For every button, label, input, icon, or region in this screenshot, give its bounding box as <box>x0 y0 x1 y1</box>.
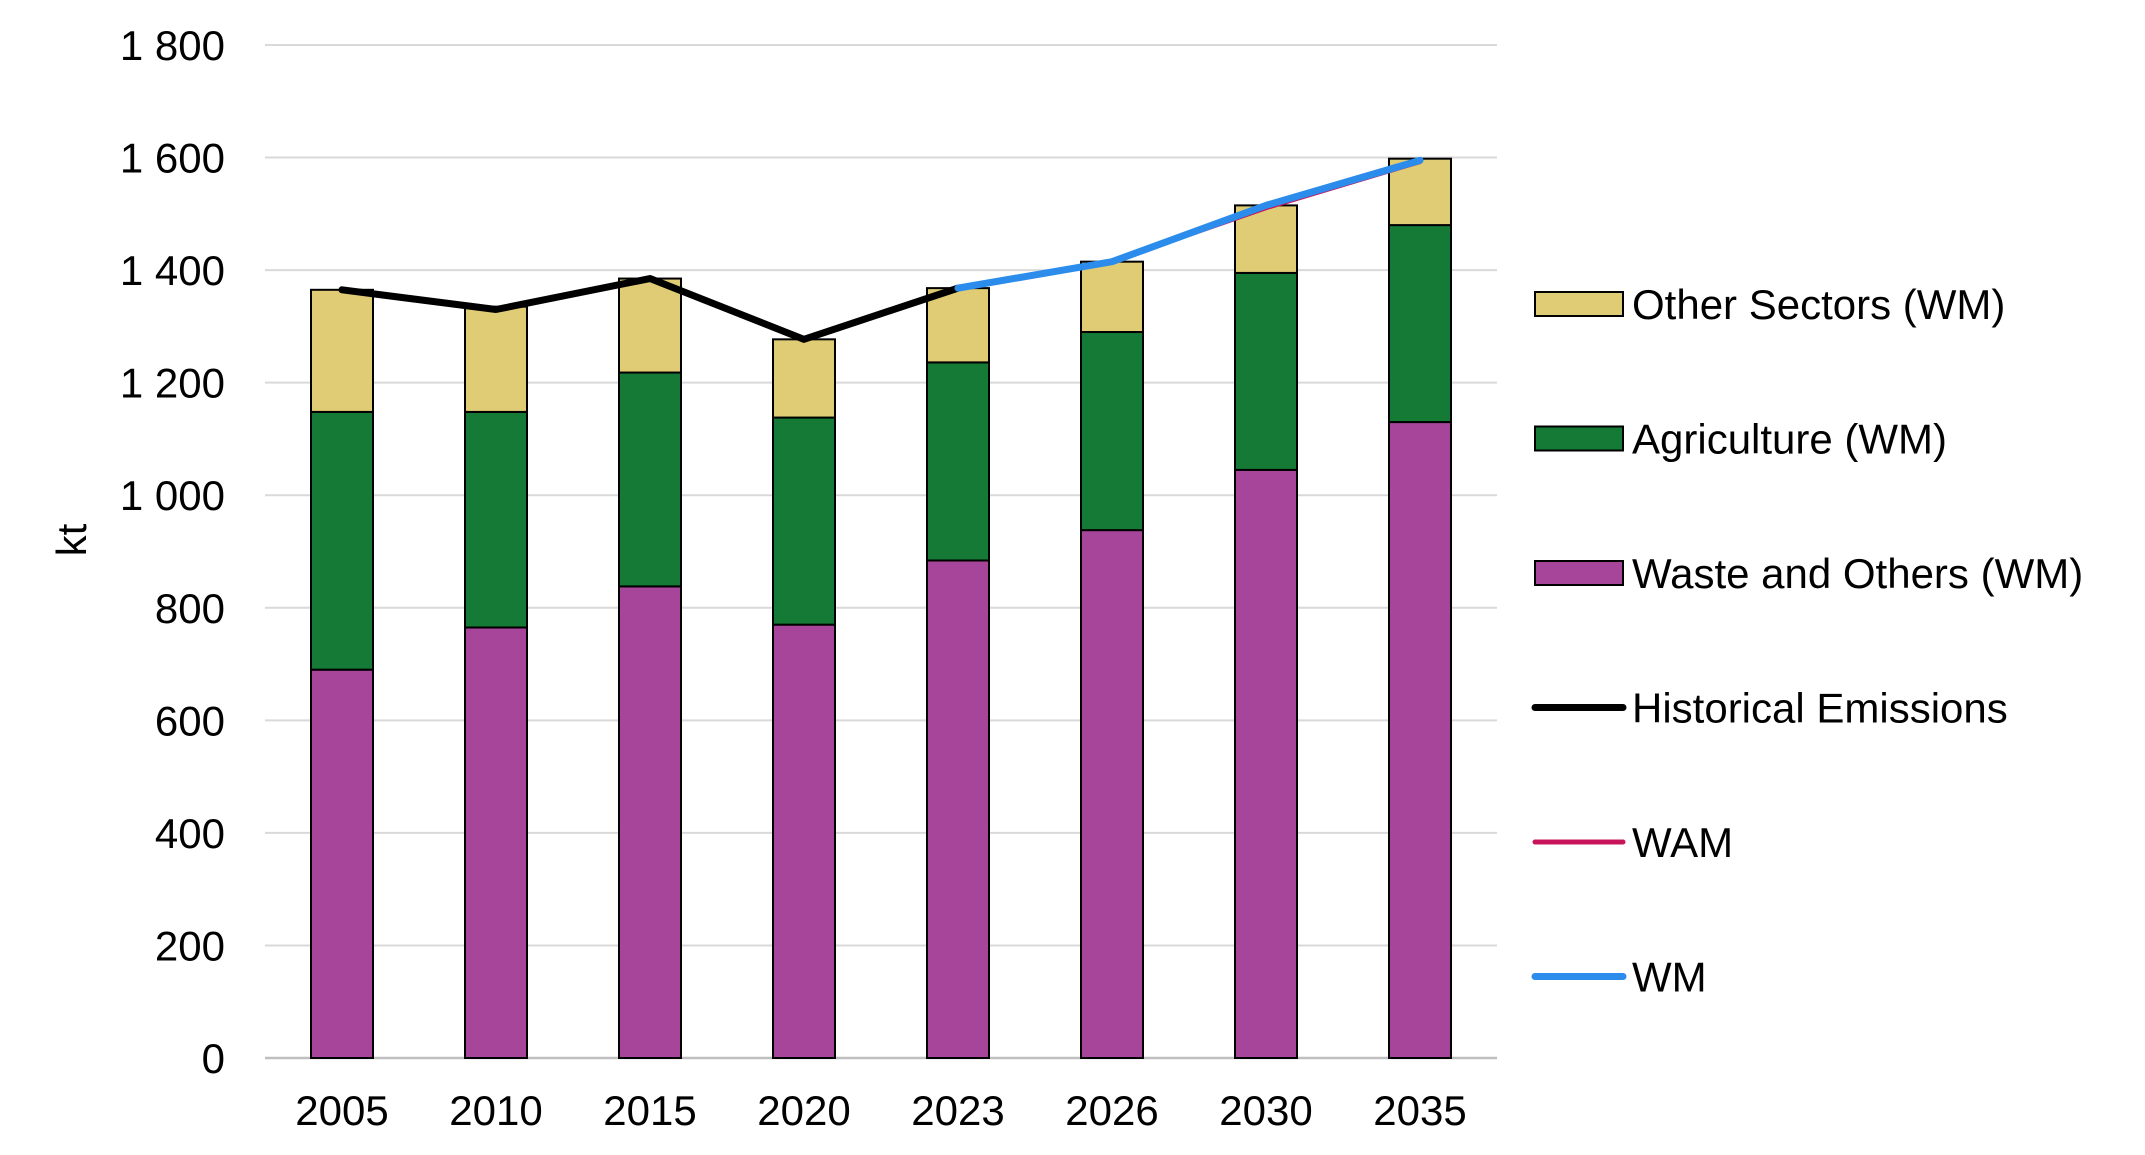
x-tick-label: 2010 <box>449 1087 542 1134</box>
y-tick-label: 200 <box>155 922 225 969</box>
bar-segment <box>1234 468 1298 1059</box>
bar-segment <box>1080 260 1144 334</box>
bar-segment <box>464 410 528 629</box>
bar-segment <box>618 277 682 374</box>
bar-segment <box>618 585 682 1059</box>
y-axis-title: kt <box>48 523 95 556</box>
y-tick-label: 400 <box>155 810 225 857</box>
legend-swatch <box>1534 425 1624 452</box>
y-tick-label: 800 <box>155 585 225 632</box>
legend-label: Waste and Others (WM) <box>1632 550 2083 597</box>
bar-segment <box>1080 331 1144 532</box>
y-tick-label: 1 600 <box>120 135 225 182</box>
legend-label: Other Sectors (WM) <box>1632 281 2005 328</box>
y-tick-label: 1 800 <box>120 22 225 69</box>
bar-segment <box>464 305 528 413</box>
series-line <box>338 275 962 343</box>
legend-swatch <box>1534 291 1624 317</box>
x-axis-ticks: 2005 2010 2015 2020 2023 2026 2030 2035 <box>295 1087 1466 1134</box>
x-tick-label: 2015 <box>603 1087 696 1134</box>
bar-segment <box>310 410 374 671</box>
bar-segment <box>1388 421 1452 1059</box>
x-tick-label: 2026 <box>1065 1087 1158 1134</box>
y-tick-label: 1 200 <box>120 360 225 407</box>
legend-label: Historical Emissions <box>1632 685 2008 732</box>
bar-segment <box>926 361 990 562</box>
bar-segment <box>1388 224 1452 424</box>
bar-segment <box>310 288 374 413</box>
legend: Other Sectors (WM) Agriculture (WM) Waste … <box>1531 281 2083 1001</box>
bar-segment <box>926 287 990 364</box>
bar-segment <box>1080 529 1144 1059</box>
x-tick-label: 2005 <box>295 1087 388 1134</box>
y-tick-label: 600 <box>155 697 225 744</box>
legend-label: WM <box>1632 954 1707 1001</box>
x-tick-label: 2023 <box>911 1087 1004 1134</box>
series-line <box>954 156 1424 292</box>
bar-segment <box>464 626 528 1059</box>
legend-label: Agriculture (WM) <box>1632 416 1947 463</box>
bar-segment <box>926 559 990 1059</box>
legend-swatch <box>1534 560 1624 586</box>
series-lines <box>338 156 1424 343</box>
bar-segment <box>618 371 682 588</box>
bar-segment <box>1234 271 1298 471</box>
bar-segment <box>772 623 836 1060</box>
y-tick-label: 1 000 <box>120 472 225 519</box>
gridlines <box>265 44 1497 1060</box>
x-tick-label: 2030 <box>1219 1087 1312 1134</box>
y-tick-label: 1 400 <box>120 247 225 294</box>
x-tick-label: 2035 <box>1373 1087 1466 1134</box>
y-tick-label: 0 <box>202 1035 225 1082</box>
bar-segment <box>772 338 836 419</box>
legend-label: WAM <box>1632 819 1733 866</box>
x-tick-label: 2020 <box>757 1087 850 1134</box>
bars <box>310 157 1452 1060</box>
y-axis-ticks: 0 200 400 600 800 1 000 1 200 1 400 1 600 1 800 <box>120 22 225 1082</box>
bar-segment <box>310 668 374 1060</box>
bar-segment <box>772 416 836 626</box>
